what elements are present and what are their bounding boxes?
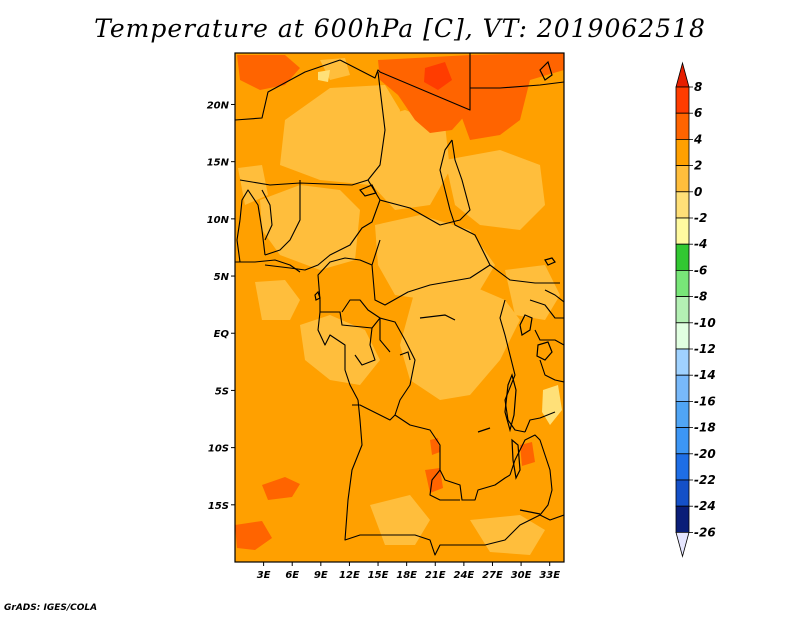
latitude-axis: 20N 15N 10N 5N EQ 5S 10S 15S	[207, 100, 235, 512]
colorbar-label-8: -8	[694, 290, 707, 304]
colorbar: 8 6 4 2 0 -2 -4 -6 -8 -10 -12 -14 -16 -18 -20 -22 -24 -26	[675, 61, 716, 558]
colorbar-swatch-14	[675, 453, 690, 481]
colorbar-label-0: 8	[694, 80, 702, 94]
colorbar-label-16: -24	[694, 499, 716, 513]
colorbar-swatch-9	[675, 322, 690, 350]
lat-tick-label-4: EQ	[214, 329, 230, 340]
lat-tick-label-3: 5N	[214, 272, 230, 283]
lat-tick-label-5: 5S	[215, 386, 229, 397]
lon-tick-label-4: 15E	[368, 570, 389, 581]
lat-tick-label-7: 15S	[208, 501, 229, 512]
colorbar-label-12: -16	[694, 394, 716, 408]
country-boundaries	[235, 53, 564, 556]
colorbar-label-15: -22	[694, 473, 716, 487]
colorbar-bottom-arrow	[675, 532, 690, 558]
colorbar-swatch-1	[675, 112, 690, 140]
colorbar-swatch-3	[675, 165, 690, 193]
colorbar-swatch-16	[675, 505, 690, 533]
colorbar-label-7: -6	[694, 263, 707, 277]
colorbar-label-1: 6	[694, 106, 702, 120]
lat-tick-label-6: 10S	[208, 444, 229, 455]
lon-tick-label-5: 18E	[396, 570, 417, 581]
lon-tick-label-7: 24E	[453, 570, 474, 581]
lon-tick-label-8: 27E	[482, 570, 503, 581]
colorbar-swatch-15	[675, 479, 690, 507]
colorbar-swatch-10	[675, 348, 690, 376]
colorbar-label-10: -12	[694, 342, 716, 356]
colorbar-label-5: -2	[694, 211, 707, 225]
colorbar-swatch-11	[675, 374, 690, 402]
colorbar-label-6: -4	[694, 237, 707, 251]
colorbar-label-13: -18	[694, 421, 716, 435]
colorbar-swatch-0	[675, 86, 690, 114]
temperature-field	[235, 53, 564, 562]
colorbar-label-11: -14	[694, 368, 716, 382]
lon-tick-label-6: 21E	[425, 570, 446, 581]
field-6-to-8	[424, 62, 452, 90]
colorbar-label-2: 4	[693, 132, 702, 146]
lon-tick-label-10: 33E	[539, 570, 560, 581]
colorbar-swatch-7	[675, 269, 690, 297]
colorbar-swatch-2	[675, 138, 690, 166]
map-frame	[234, 52, 565, 563]
lon-tick-label-1: 6E	[285, 570, 299, 581]
longitude-axis: 3E 6E 9E 12E 15E 18E 21E 24E 27E 30E 33E	[257, 562, 560, 581]
lon-tick-label-2: 9E	[314, 570, 328, 581]
colorbar-top-arrow	[675, 61, 690, 88]
colorbar-label-9: -10	[694, 316, 716, 330]
colorbar-swatch-6	[675, 243, 690, 271]
lat-tick-label-1: 15N	[207, 158, 230, 169]
colorbar-label-14: -20	[694, 447, 716, 461]
colorbar-swatch-5	[675, 217, 690, 245]
colorbar-label-17: -26	[694, 525, 716, 539]
lat-tick-label-2: 10N	[207, 215, 230, 226]
colorbar-swatch-4	[675, 191, 690, 219]
colorbar-label-4: 0	[694, 185, 702, 199]
colorbar-label-3: 2	[694, 159, 702, 173]
lon-tick-label-9: 30E	[511, 570, 532, 581]
colorbar-swatch-8	[675, 296, 690, 324]
lat-tick-label-0: 20N	[207, 100, 230, 111]
lon-tick-label-3: 12E	[339, 570, 360, 581]
colorbar-swatch-13	[675, 427, 690, 455]
lakes-and-coast	[314, 60, 556, 515]
lon-tick-label-0: 3E	[257, 570, 271, 581]
plot-title: Temperature at 600hPa [C], VT: 201906251…	[94, 14, 706, 43]
credit-label: GrADS: IGES/COLA	[4, 603, 98, 613]
colorbar-swatch-12	[675, 400, 690, 428]
